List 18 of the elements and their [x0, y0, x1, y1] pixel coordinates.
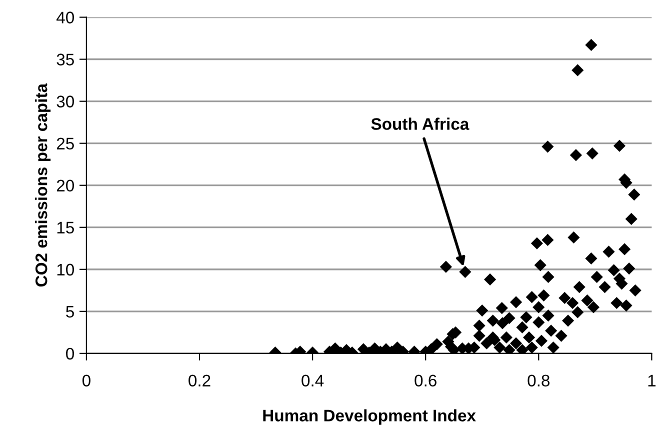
y-tick-label: 30 [56, 96, 74, 108]
y-tick-label: 40 [56, 12, 74, 24]
y-tick-label: 10 [57, 264, 74, 276]
y-tick-label: 0 [66, 348, 74, 360]
x-tick-label: 0.2 [188, 374, 210, 386]
x-tick-label: 0.6 [414, 374, 436, 386]
x-tick-label: 1 [648, 374, 656, 386]
y-tick-label: 25 [56, 138, 74, 150]
x-tick-label: 0 [82, 374, 90, 386]
y-tick-label: 35 [56, 54, 74, 66]
y-tick-label: 5 [66, 306, 74, 318]
x-tick-label: 0.8 [528, 374, 550, 386]
x-axis-title: Human Development Index [263, 409, 476, 425]
annotation: South Africa [371, 118, 470, 130]
y-axis-title: CO2 emissions per capita [35, 83, 51, 287]
y-tick-label: 15 [57, 222, 74, 234]
y-tick-label: 20 [56, 180, 74, 192]
x-tick-label: 0.4 [302, 374, 324, 386]
